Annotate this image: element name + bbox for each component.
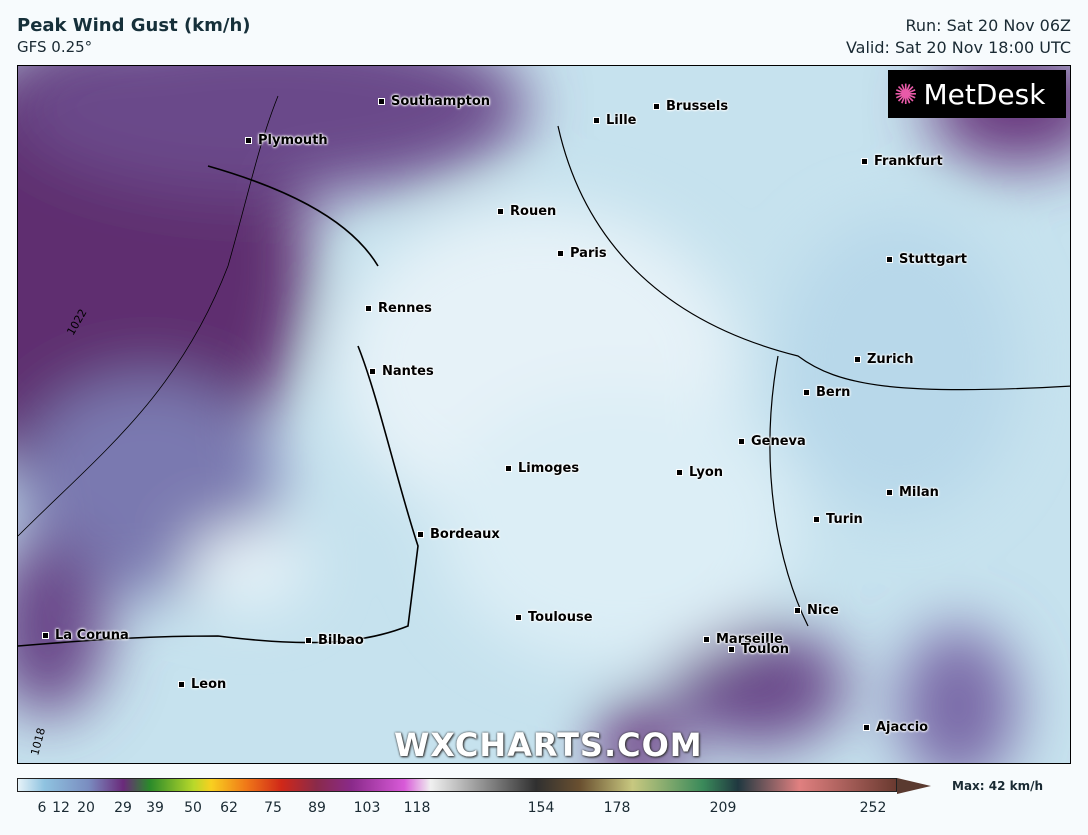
colorbar-tick-label: 209 xyxy=(709,800,737,816)
colorbar-tick-label: 12 xyxy=(52,800,70,816)
isobar xyxy=(18,95,279,537)
city-label: Stuttgart xyxy=(886,252,967,267)
colorbar-tick-label: 29 xyxy=(114,800,132,816)
colorbar-tick-label: 50 xyxy=(184,800,202,816)
model-name: GFS 0.25° xyxy=(17,38,93,56)
colorbar-tick-label: 154 xyxy=(527,800,555,816)
city-label: Rennes xyxy=(365,301,432,316)
city-label: Ajaccio xyxy=(863,720,928,735)
city-label: Bordeaux xyxy=(417,527,500,542)
colorbar-extend-arrow xyxy=(897,778,931,794)
city-label: Nantes xyxy=(369,364,434,379)
city-label: Bilbao xyxy=(305,633,364,648)
logo-burst-icon: ✺ xyxy=(894,77,918,111)
city-label: Rouen xyxy=(497,204,556,219)
colorbar-tick-label: 20 xyxy=(77,800,95,816)
colorbar-tick-label: 62 xyxy=(220,800,238,816)
city-label: Toulouse xyxy=(515,610,593,625)
city-label: Lyon xyxy=(676,465,723,480)
city-label: Limoges xyxy=(505,461,579,476)
colorbar-tick-label: 118 xyxy=(403,800,431,816)
city-label: Frankfurt xyxy=(861,154,943,169)
city-label: Southampton xyxy=(378,94,490,109)
city-label: Milan xyxy=(886,485,939,500)
max-label: Max: 42 km/h xyxy=(952,779,1044,793)
map-title: Peak Wind Gust (km/h) xyxy=(17,15,251,36)
city-label: Lille xyxy=(593,113,636,128)
city-label: Brussels xyxy=(653,99,728,114)
border xyxy=(557,125,1070,627)
city-label: Plymouth xyxy=(245,133,328,148)
city-label: La Coruna xyxy=(42,628,129,643)
metdesk-logo: ✺ MetDesk xyxy=(888,70,1066,118)
city-label: Nice xyxy=(794,603,839,618)
colorbar-tick-label: 178 xyxy=(603,800,631,816)
wind-gust-map: 1022 1018 Southampton Brussels Lille Plymou… xyxy=(17,65,1071,764)
gust-field: 1022 1018 xyxy=(18,66,1070,763)
colorbar-tick-label: 89 xyxy=(308,800,326,816)
run-time: Run: Sat 20 Nov 06Z xyxy=(905,16,1071,35)
valid-time: Valid: Sat 20 Nov 18:00 UTC xyxy=(845,38,1071,57)
city-label: Zurich xyxy=(854,352,914,367)
colorbar-tick-label: 39 xyxy=(146,800,164,816)
city-label: Bern xyxy=(803,385,850,400)
city-label: Turin xyxy=(813,512,863,527)
colorbar-tick-label: 6 xyxy=(37,800,47,816)
colorbar xyxy=(17,778,897,792)
city-label: Toulon xyxy=(728,642,789,657)
colorbar-tick-label: 252 xyxy=(859,800,887,816)
city-label: Paris xyxy=(557,246,607,261)
watermark: WXCHARTS.COM xyxy=(394,726,703,764)
city-label: Leon xyxy=(178,677,226,692)
colorbar-tick-label: 75 xyxy=(264,800,282,816)
city-label: Geneva xyxy=(738,434,806,449)
colorbar-tick-label: 103 xyxy=(353,800,381,816)
